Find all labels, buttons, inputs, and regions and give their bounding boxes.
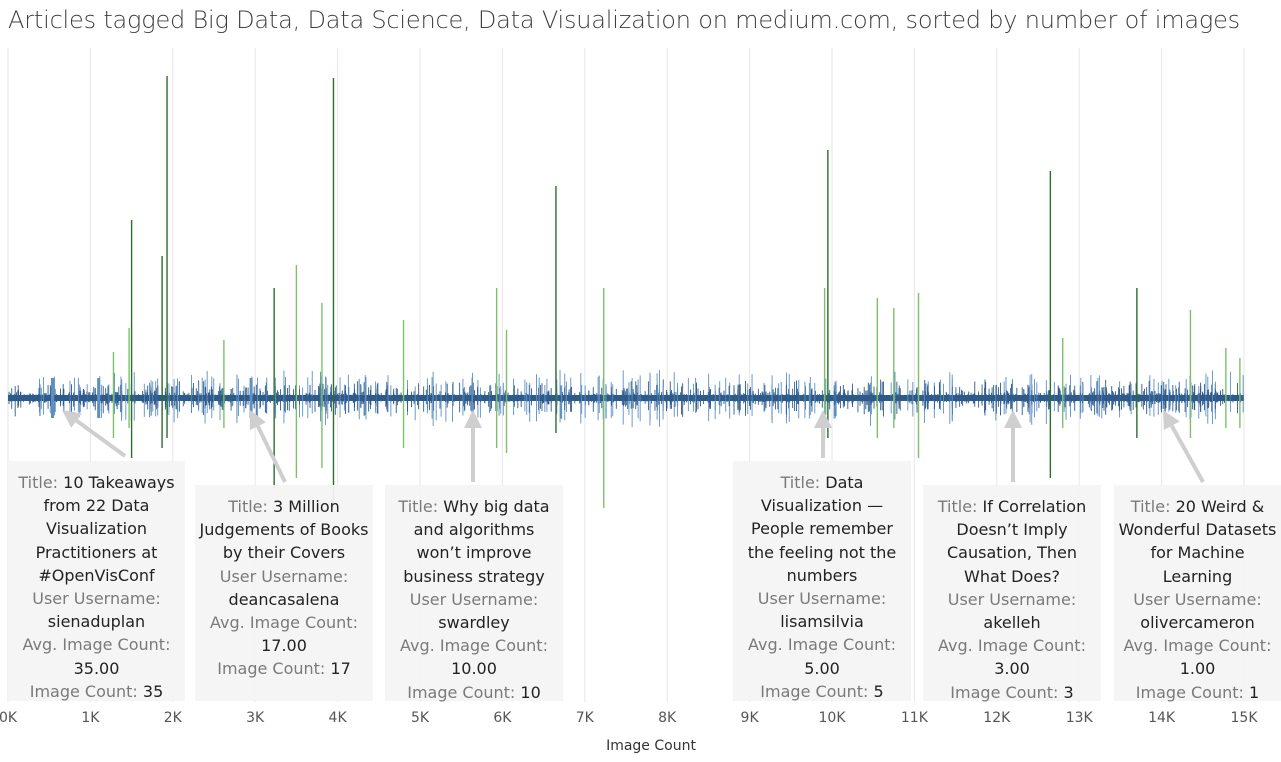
tooltip-count-label: Image Count:: [407, 682, 516, 702]
arrow-head: [1163, 410, 1180, 431]
x-tick-label: 2K: [163, 710, 182, 726]
x-tick-label: 1K: [81, 710, 100, 726]
tooltip-title-label: Title:: [398, 497, 439, 516]
tooltip-user: deancasalena: [228, 589, 340, 609]
annotation-tooltip: Title: 3 Million Judgements of Books by …: [195, 485, 373, 701]
x-tick-label: 0K: [0, 710, 18, 726]
tooltip-title-label: Title:: [1130, 497, 1171, 516]
annotation-tooltip: Title: Data Visualization — People remem…: [733, 461, 911, 701]
x-tick-label: 11K: [900, 710, 928, 726]
tooltip-title: 3 Million Judgements of Books by their C…: [199, 497, 369, 563]
tooltip-count-label: Image Count:: [950, 682, 1059, 702]
tooltip-avg-label: Avg. Image Count:: [210, 613, 358, 633]
tooltip-title: 10 Takeaways from 22 Data Visualization …: [35, 473, 175, 585]
arrow-shaft: [256, 425, 287, 483]
tooltip-avg: 10.00: [451, 659, 497, 679]
arrow-head: [249, 410, 266, 431]
tooltip-count: 3: [1063, 682, 1074, 702]
annotation-tooltip: Title: If Correlation Doesn’t Imply Caus…: [923, 485, 1101, 702]
tooltip-count: 5: [873, 681, 884, 701]
tooltip-title: Data Visualization — People remember the…: [747, 473, 897, 585]
tooltip-avg-label: Avg. Image Count:: [400, 636, 548, 656]
tooltip-avg-label: Avg. Image Count:: [748, 635, 896, 655]
x-tick-label: 15K: [1230, 710, 1258, 726]
arrow-head: [464, 410, 482, 428]
highlight-bar: [97, 378, 101, 418]
tooltip-count-label: Image Count:: [217, 659, 326, 679]
tooltip-title-label: Title:: [228, 497, 268, 516]
x-tick-label: 5K: [410, 710, 430, 726]
highlight-bar: [249, 378, 253, 418]
tooltip-count: 35: [142, 681, 164, 701]
tooltip-user-label: User Username:: [409, 589, 539, 609]
tooltip-count: 10: [520, 682, 541, 702]
tooltip-count-label: Image Count:: [1135, 682, 1244, 702]
tooltip-user: olivercameron: [1140, 613, 1255, 633]
tooltip-avg: 17.00: [261, 636, 307, 656]
tooltip-user: lisamsilvia: [780, 612, 864, 632]
arrow-shaft: [1169, 424, 1205, 483]
tooltip-title: 20 Weird & Wonderful Datasets for Machin…: [1118, 497, 1277, 586]
tooltip-avg-label: Avg. Image Count:: [1123, 636, 1272, 656]
tooltip-user-label: User Username:: [947, 589, 1077, 609]
tooltip-user: akelleh: [983, 613, 1041, 633]
arrow-head: [1004, 410, 1022, 428]
baseline-noise: [8, 369, 1244, 428]
spike-bars: [112, 76, 1241, 508]
tooltip-count: 1: [1249, 682, 1260, 702]
highlight-bar: [50, 378, 54, 418]
tooltip-title-label: Title:: [780, 473, 821, 492]
x-tick-label: 3K: [246, 710, 265, 726]
tooltip-avg: 35.00: [73, 658, 120, 678]
tooltip-avg: 5.00: [804, 658, 840, 678]
x-axis-title: Image Count: [606, 738, 696, 754]
x-tick-label: 10K: [818, 710, 846, 726]
tooltip-user: swardley: [438, 613, 510, 633]
tooltip-avg-label: Avg. Image Count:: [938, 636, 1086, 656]
tooltip-count-label: Image Count:: [29, 681, 138, 701]
arrow-head: [814, 410, 832, 428]
annotation-tooltip: Title: Why big data and algorithms won’t…: [385, 485, 563, 702]
tooltip-title: Why big data and algorithms won’t improv…: [403, 497, 550, 586]
tooltip-count: 17: [330, 659, 351, 679]
tooltip-avg: 1.00: [1179, 659, 1216, 679]
annotation-arrows: [62, 410, 1205, 483]
x-tick-label: 13K: [1065, 710, 1093, 726]
x-tick-label: 7K: [575, 710, 594, 726]
x-tick-label: 9K: [740, 710, 759, 726]
tooltip-user-label: User Username:: [219, 566, 349, 586]
tooltip-title: If Correlation Doesn’t Imply Causation, …: [947, 497, 1087, 586]
tooltip-user-label: User Username:: [1133, 589, 1262, 609]
tooltip-avg-label: Avg. Image Count:: [22, 635, 171, 655]
tooltip-user-label: User Username:: [757, 589, 887, 609]
annotation-tooltip: Title: 10 Takeaways from 22 Data Visuali…: [8, 461, 185, 701]
tooltip-user: sienaduplan: [47, 612, 146, 632]
tooltip-user-label: User Username:: [32, 589, 161, 609]
tooltip-count-label: Image Count:: [760, 681, 869, 701]
arrow-shaft: [75, 418, 127, 458]
tooltip-avg: 3.00: [994, 659, 1030, 679]
tooltip-title-label: Title:: [18, 473, 59, 492]
arrow-head: [62, 410, 82, 428]
chart-title: Articles tagged Big Data, Data Science, …: [8, 6, 1240, 34]
x-tick-label: 4K: [328, 710, 347, 726]
x-tick-label: 14K: [1148, 710, 1176, 726]
x-tick-label: 8K: [658, 710, 677, 726]
annotation-tooltip: Title: 20 Weird & Wonderful Datasets for…: [1114, 485, 1281, 702]
x-tick-label: 12K: [983, 710, 1011, 726]
tooltip-title-label: Title:: [937, 497, 978, 516]
x-tick-label: 6K: [493, 710, 512, 726]
